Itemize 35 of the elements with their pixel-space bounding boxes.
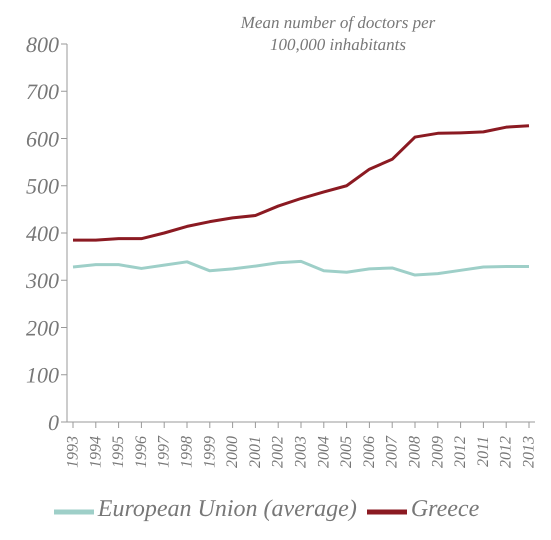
x-tick-label: 1996 [132, 436, 150, 468]
x-tick-label: 2012 [452, 436, 470, 468]
y-tick-label: 800 [26, 32, 59, 57]
x-tick-label: 1997 [156, 435, 173, 468]
x-tick-label: 2002 [270, 436, 287, 468]
x-tick-label: 1999 [201, 436, 218, 468]
y-tick-label: 500 [26, 174, 59, 199]
y-tick-label: 200 [26, 315, 59, 340]
x-tick-label: 2013 [520, 436, 538, 468]
x-tick-label: 2009 [429, 436, 446, 468]
x-tick-label: 2007 [384, 435, 401, 468]
y-tick-label: 0 [48, 410, 59, 435]
y-tick-label: 700 [26, 79, 59, 104]
legend-label: Greece [410, 496, 480, 522]
x-tick-label: 2005 [338, 436, 356, 468]
y-tick-label: 600 [26, 126, 59, 152]
x-tick-label: 1993 [64, 436, 82, 468]
x-tick-label: 1994 [87, 436, 104, 468]
y-tick-label: 100 [26, 362, 59, 388]
line-series [72, 124, 530, 242]
x-tick-label: 2011 [474, 436, 492, 467]
x-tick-label: 2006 [360, 436, 378, 468]
x-tick-label: 2004 [315, 436, 332, 468]
y-tick-label: 400 [26, 220, 59, 246]
x-tick-label: 2001 [246, 436, 264, 468]
x-tick-label: 1998 [178, 436, 196, 468]
x-tick-label: 2003 [292, 436, 310, 468]
x-tick-label: 2000 [224, 436, 242, 468]
legend-label: European Union (average) [98, 496, 357, 522]
x-tick-label: 2012 [498, 436, 515, 468]
y-tick-label: 300 [25, 268, 59, 294]
x-tick-label: 1995 [110, 436, 128, 468]
chart-title: Mean number of doctors per 100,000 inhabitants [240, 12, 436, 56]
x-tick-label: 2008 [406, 436, 424, 468]
line-series [72, 260, 530, 277]
